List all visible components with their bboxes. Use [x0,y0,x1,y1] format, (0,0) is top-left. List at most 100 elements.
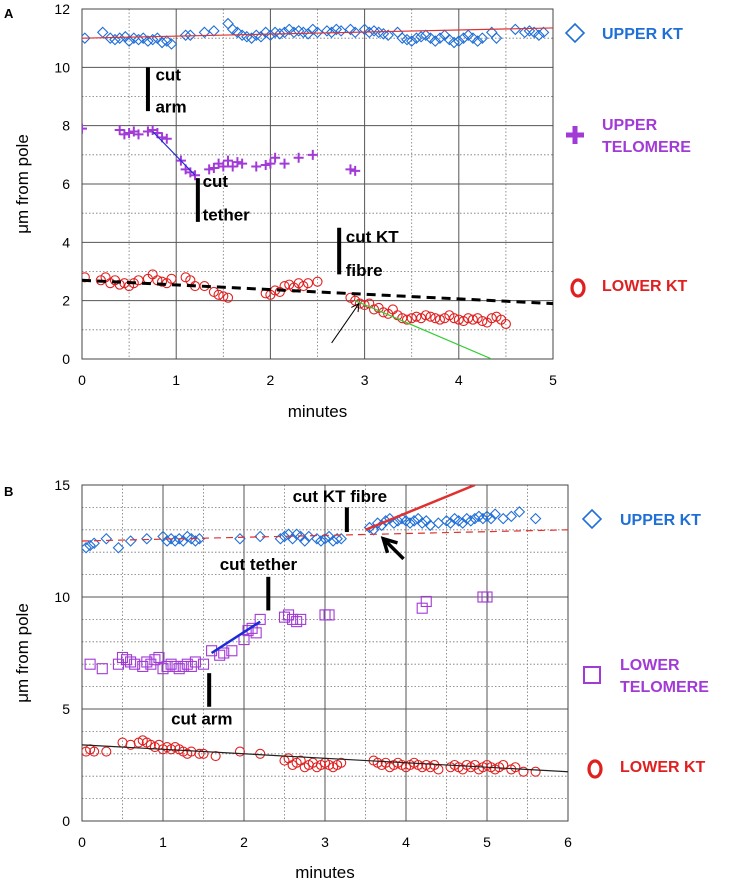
data-point [177,660,189,672]
series-1 [84,591,493,675]
data-point [213,289,224,300]
data-point [523,25,536,37]
data-point [142,35,154,47]
fit-line [82,27,553,39]
data-point [89,746,100,757]
data-point [214,649,226,661]
x-tick-label: 1 [159,834,167,850]
data-point [123,35,135,47]
x-tick-label: 5 [549,372,557,388]
series-2 [82,735,541,777]
data-point [222,292,234,303]
data-point [119,129,130,140]
legend-label: LOWER [620,657,680,674]
data-point [82,541,92,554]
data-point [245,32,258,44]
data-point [453,35,465,47]
data-point [434,314,446,325]
data-point [405,35,418,47]
data-point [241,30,253,43]
data-point [420,595,432,608]
data-point [443,33,456,46]
arrow-head [351,302,360,313]
arrow-shaft [331,303,360,344]
data-point [416,517,428,529]
fit-line [210,620,261,655]
data-point [156,36,168,49]
data-point [388,517,400,529]
y-tick-label: 4 [62,234,70,250]
annotation-label: cut tether [220,555,298,574]
y-tick-label: 12 [54,1,70,17]
data-point [260,160,271,171]
data-point [382,29,394,42]
data-point [279,158,290,169]
data-point [278,530,291,543]
data-point [349,26,361,39]
data-point [125,656,137,668]
data-point [528,26,540,39]
data-point [161,660,173,672]
data-point [518,26,531,39]
data-point [377,28,390,40]
data-point [467,314,478,325]
data-point [368,25,380,37]
x-tick-label: 6 [564,834,572,850]
legend-label: TELOMERE [620,679,709,696]
data-point [449,313,460,324]
data-point [194,748,205,759]
data-point [133,129,144,140]
legend-item: LOWER KT [570,278,688,298]
data-point [208,162,219,173]
data-point [396,32,409,44]
data-point [291,616,303,628]
data-point [303,278,314,289]
data-point [234,532,246,545]
plot-area [82,17,553,359]
data-point [100,532,113,545]
data-point [513,506,526,518]
legend-item: UPPER KT [564,22,683,44]
plot-area [82,485,568,777]
data-point [323,609,335,621]
data-point [189,535,202,547]
legend-item: UPPER TELOMERE [566,117,691,156]
data-point [265,158,276,169]
x-tick-label: 2 [240,834,248,850]
y-axis-label: μm from pole [13,603,32,703]
y-axis-label: μm from pole [13,134,32,234]
data-point [278,611,291,623]
arrow-shaft [382,537,405,561]
legend-item: LOWER TELOMERE [583,657,709,696]
legend-label: TELOMERE [602,139,691,156]
fit-line [152,131,196,176]
x-tick-label: 0 [78,834,86,850]
panel-label: B [4,484,13,499]
y-tick-label: 5 [62,701,70,717]
data-point [113,32,126,44]
plot-frame [81,484,569,822]
data-point [133,275,144,286]
data-point [311,26,324,39]
data-point [489,508,501,520]
data-point [335,532,347,545]
annotation-label: tether [203,205,251,224]
data-point [231,26,244,39]
data-point [250,627,262,639]
data-point [481,591,493,603]
data-point [114,125,125,136]
data-point [204,164,215,175]
plot-frame [81,8,554,360]
legend-marker [566,126,584,144]
data-point [237,158,248,169]
fit-line [82,744,568,773]
data-point [242,625,254,637]
data-point [336,757,347,768]
data-point [189,656,201,668]
data-point [378,307,389,318]
data-point [465,515,477,527]
data-point [84,539,96,552]
data-point [132,33,145,46]
data-point [533,29,545,42]
